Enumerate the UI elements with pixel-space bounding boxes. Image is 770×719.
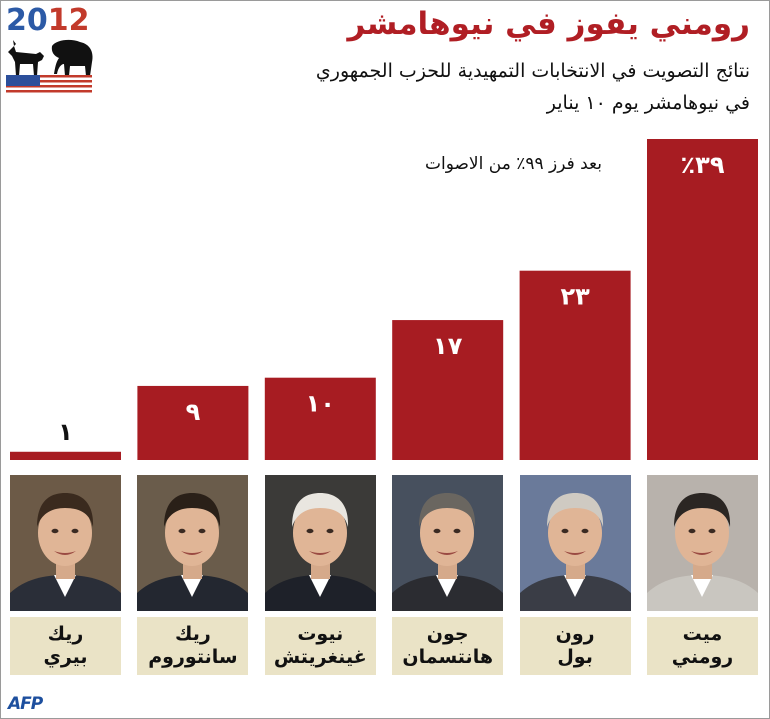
election-year-logo: 2012: [6, 3, 90, 38]
candidate-name-box-1: ريك بيري: [10, 617, 121, 675]
candidate-first-name: ريك: [175, 623, 211, 645]
candidate-last-name: هانتسمان: [402, 646, 493, 668]
bar-value-label-6: ٪٣٩: [681, 151, 725, 179]
afp-credit: AFP: [8, 694, 43, 714]
bar-2: [137, 385, 249, 460]
candidate-last-name: غينغريتش: [273, 646, 367, 668]
bar-3: [264, 377, 376, 460]
candidate-last-name: رومني: [671, 646, 734, 668]
candidate-first-name: رون: [555, 623, 595, 645]
candidate-photo-4: [392, 475, 504, 611]
candidate-photo-2: [137, 475, 249, 611]
page-title: رومني يفوز في نيوهامشر: [347, 6, 751, 42]
year-part-2: 12: [47, 3, 90, 38]
bar-value-label-3: ١٠: [306, 390, 335, 418]
bar-value-label-4: ١٧: [433, 332, 463, 360]
candidate-first-name: ميت: [682, 623, 723, 645]
candidate-first-name: نيوت: [297, 623, 344, 645]
candidate-photo-3: [264, 475, 376, 611]
bar-1: [10, 451, 121, 460]
bar-4: [392, 320, 504, 460]
year-part-1: 20: [6, 3, 48, 38]
candidate-name-box-5: رون بول: [519, 617, 631, 675]
candidate-last-name: بول: [557, 646, 593, 668]
subtitle-line-2: في نيوهامشر يوم ١٠ يناير: [546, 92, 750, 114]
candidate-name-box-3: نيوت غينغريتش: [264, 617, 376, 675]
candidate-name-box-4: جون هانتسمان: [392, 617, 504, 675]
us-flag-icon: [6, 75, 92, 95]
candidate-last-name: بيري: [43, 646, 88, 668]
bar-value-label-1: ١: [58, 418, 73, 446]
bar-6: [647, 139, 758, 460]
counting-note: بعد فرز ٩٩٪ من الاصوات: [424, 154, 602, 174]
candidate-photo-1: [10, 475, 121, 611]
candidate-last-name: سانتوروم: [148, 646, 238, 668]
bar-value-label-5: ٢٣: [560, 283, 590, 311]
candidate-first-name: جون: [426, 623, 469, 645]
donkey-elephant-icon: [8, 39, 93, 76]
bar-5: [519, 270, 631, 460]
candidate-photo-5: [519, 475, 631, 611]
candidate-photo-6: [647, 475, 758, 611]
candidate-name-box-2: ريك سانتوروم: [137, 617, 249, 675]
candidate-name-box-6: ميت رومني: [647, 617, 758, 675]
candidate-first-name: ريك: [47, 623, 84, 645]
bar-value-label-2: ٩: [186, 398, 201, 426]
subtitle-line-1: نتائج التصويت في الانتخابات التمهيدية لل…: [315, 60, 750, 82]
